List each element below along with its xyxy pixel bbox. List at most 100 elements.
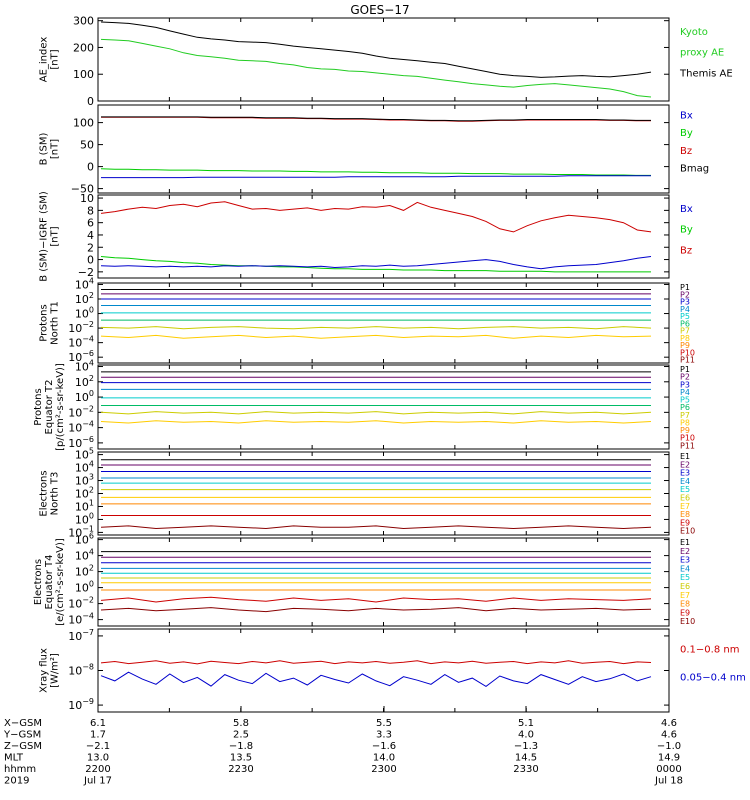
y-tick-label: 106	[75, 532, 94, 547]
legend-entry: P7	[680, 411, 690, 420]
legend-entry: P1	[680, 283, 690, 292]
time-axis-row-label: MLT	[4, 753, 24, 764]
panel-frame	[97, 17, 670, 102]
legend-entry: E10	[680, 527, 695, 536]
time-axis-value: 3.3	[376, 730, 392, 741]
legend-entry: E7	[680, 591, 690, 600]
time-axis-row-label: 2019	[4, 776, 29, 787]
legend-entry: E8	[680, 600, 690, 609]
y-tick-exponent: 4	[89, 548, 94, 557]
y-tick-label: 10−2	[68, 404, 94, 419]
panel-1: 300 200 100 0 AE_index [nT] Kyoto proxy AE Themi…	[39, 15, 733, 108]
y-tick-label: 10−4	[68, 335, 94, 350]
legend-entry: By	[680, 128, 693, 139]
legend-entry: E5	[680, 573, 690, 582]
y-tick-label: 8	[87, 204, 94, 217]
y-axis-label: Equator T4	[44, 555, 55, 610]
legend-entry: P3	[680, 380, 690, 389]
y-tick-label: 104	[75, 548, 94, 563]
panel-2: 100 50 0 −50 B (SM) [nT] Bx By Bz Bmag	[39, 104, 709, 196]
time-axis-value: −2.1	[86, 741, 110, 752]
y-tick-exponent: 3	[89, 473, 94, 482]
legend-entry: P4	[680, 305, 690, 314]
y-axis-label: Electrons	[33, 559, 44, 605]
panel-frame	[97, 104, 670, 194]
y-tick-exponent: −2	[82, 596, 94, 605]
y-axis-label: B (SM)	[39, 132, 50, 165]
y-tick-label: −2	[78, 266, 94, 279]
y-tick-exponent: 4	[89, 460, 94, 469]
y-tick-label: 10−2	[68, 596, 94, 611]
y-tick-label: 100	[73, 117, 94, 130]
y-axis-label: [nT]	[50, 49, 61, 69]
panel-8: 10−7 10−8 10−9 Xray flux [W/m²] 0.1−0.8 nm 0.0…	[39, 628, 746, 713]
legend-entry: proxy AE	[680, 48, 724, 59]
legend-entry: Bz	[680, 146, 692, 157]
time-axis-value: −1.3	[514, 741, 538, 752]
legend-entry: P6	[680, 319, 690, 328]
y-tick-exponent: −6	[82, 349, 94, 358]
time-axis-row-label: Z−GSM	[4, 741, 42, 752]
legend-entry: 0.1−0.8 nm	[680, 645, 739, 656]
time-axis-value: 2300	[371, 764, 396, 775]
y-axis-label: North T3	[50, 472, 61, 516]
time-axis-value: 5.1	[518, 718, 534, 729]
y-tick-exponent: −1	[82, 524, 94, 533]
y-tick-exponent: 0	[89, 511, 94, 520]
series-line-0-1-0-8-nm	[100, 660, 652, 665]
legend-entry: P3	[680, 298, 690, 307]
legend-entry: E3	[680, 469, 690, 478]
series-line-e10	[100, 607, 652, 613]
series-line-by	[100, 168, 651, 176]
y-axis-label: B (SM)−IGRF (SM)	[39, 191, 50, 282]
y-tick-label: 10−2	[68, 320, 94, 335]
legend-entry: E2	[680, 460, 690, 469]
time-axis-value: −1.8	[229, 741, 253, 752]
y-tick-exponent: −9	[82, 697, 94, 706]
time-axis-value: −1.6	[372, 741, 396, 752]
y-tick-exponent: 2	[89, 374, 94, 383]
time-axis-value: Jul 17	[83, 776, 112, 787]
legend-entry: P11	[680, 356, 695, 365]
panel-frame	[97, 628, 670, 713]
y-tick-exponent: −2	[82, 404, 94, 413]
y-tick-exponent: 2	[89, 486, 94, 495]
y-axis-label: [nT]	[50, 139, 61, 159]
panel-frame	[97, 282, 670, 364]
series-line-e10	[100, 525, 652, 530]
legend-entry: P8	[680, 334, 690, 343]
time-axis-value: 2.5	[233, 730, 249, 741]
y-tick-exponent: −6	[82, 435, 94, 444]
y-tick-label: 10−9	[68, 697, 94, 712]
y-tick-label: 10−8	[68, 663, 94, 678]
series-line-bx	[101, 175, 651, 179]
legend-entry: E1	[680, 538, 690, 547]
y-tick-label: 102	[75, 291, 94, 306]
y-tick-label: 200	[73, 41, 94, 54]
legend-entry: E6	[680, 494, 690, 503]
time-axis-value: 4.6	[661, 730, 677, 741]
y-tick-exponent: −8	[82, 663, 94, 672]
y-tick-label: 104	[75, 359, 94, 374]
time-axis-value: Jul 18	[654, 776, 683, 787]
legend-entry: 0.05−0.4 nm	[680, 672, 746, 683]
legend-entry: P6	[680, 403, 690, 412]
y-tick-label: 4	[87, 229, 94, 242]
legend-entry: E9	[680, 518, 690, 527]
legend-entry: P9	[680, 426, 690, 435]
legend-entry: P8	[680, 418, 690, 427]
legend-entry: Bx	[680, 111, 693, 122]
y-axis-label: [nT]	[50, 226, 61, 246]
y-tick-label: 0	[87, 95, 94, 108]
y-tick-exponent: −4	[82, 335, 94, 344]
time-axis-value: 5.8	[233, 718, 249, 729]
time-axis-value: 13.0	[87, 753, 109, 764]
legend-entry: P10	[680, 348, 695, 357]
y-tick-label: 50	[80, 139, 94, 152]
y-tick-exponent: 4	[89, 276, 94, 285]
time-axis-value: 2330	[513, 764, 538, 775]
time-axis-value: 1.7	[90, 730, 106, 741]
